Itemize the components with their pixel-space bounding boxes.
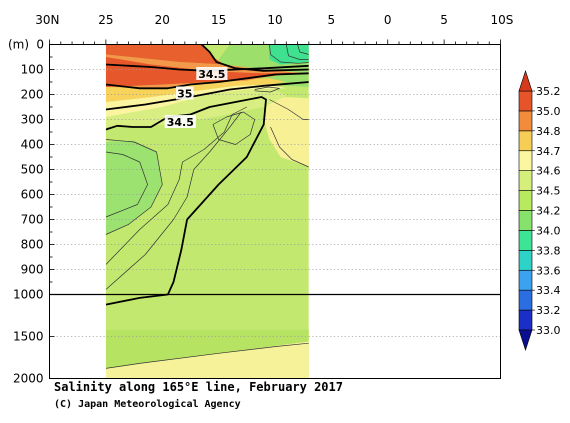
- y-tick-label-12: 2000: [13, 372, 44, 386]
- colorbar-label-3: 33.6: [536, 264, 561, 277]
- x-tick-label-8: 10S: [491, 13, 514, 27]
- colorbar-swatch-7: [518, 170, 533, 191]
- y-tick-label-5: 500: [21, 163, 44, 177]
- colorbar-swatch-6: [518, 190, 533, 211]
- x-tick-label-2: 20: [155, 13, 170, 27]
- contour-label-bg-2: [164, 115, 196, 128]
- x-tick-label-3: 15: [211, 13, 226, 27]
- y-tick-label-4: 400: [21, 138, 44, 152]
- y-axis-unit-label: (m): [8, 38, 29, 52]
- contour-line-10: [105, 139, 163, 235]
- y-tick-label-6: 600: [21, 188, 44, 202]
- depth-axis: 100 200 300 400 500 600 700 800 900 1000 1500 2000 0: [13, 38, 55, 386]
- contour-line-3: [105, 81, 309, 111]
- x-tick-label-7: 5: [440, 13, 448, 27]
- colorbar-swatch-10: [518, 110, 533, 132]
- colorbar-swatch-1: [518, 289, 533, 311]
- colorbar-label-11: 35.0: [536, 105, 561, 118]
- contour-label-2: 34.5: [167, 116, 194, 129]
- contour-line-15: [270, 126, 309, 168]
- colorbar-under-arrow: [518, 329, 533, 351]
- colorbar-over-arrow: [518, 70, 533, 92]
- contour-line-14: [269, 99, 309, 120]
- salinity-region-1: [105, 329, 309, 369]
- salinity-colorbar: 33.0 33.2 33.4 33.6 33.8 34.0 34.2 34.5 34.6 34.7…: [518, 70, 561, 351]
- colorbar-label-9: 34.7: [536, 145, 561, 158]
- contour-line-4: [201, 44, 309, 72]
- colorbar-swatch-8: [518, 150, 533, 171]
- y-tick-label-7: 700: [21, 213, 44, 227]
- x-tick-label-0: 30N: [35, 13, 59, 27]
- contour-label-bg-1: [176, 86, 194, 100]
- colorbar-label-1: 33.2: [536, 304, 561, 317]
- salinity-region-11: [105, 44, 225, 65]
- y-tick-label-0: 0: [36, 38, 44, 52]
- colorbar-swatch-2: [518, 269, 533, 291]
- colorbar-label-4: 33.8: [536, 244, 561, 257]
- latitude-axis: 30N 25 20 15 10 5 0 5 10S: [35, 13, 513, 45]
- y-tick-label-11: 1500: [13, 330, 44, 344]
- y-tick-label-10: 1000: [13, 288, 44, 302]
- contour-label-0: 34.5: [198, 68, 225, 81]
- contour-labels: 34.5 35 34.5: [164, 67, 228, 129]
- salinity-region-9: [105, 78, 287, 102]
- contour-line-6: [269, 44, 309, 64]
- contour-line-8: [297, 44, 309, 55]
- salinity-region-7: [105, 88, 287, 127]
- y-tick-label-2: 200: [21, 88, 44, 102]
- contour-line-16: [105, 342, 309, 369]
- colorbar-swatch-5: [518, 210, 533, 231]
- copyright-credit: (C) Japan Meteorological Agency: [54, 399, 241, 410]
- colorbar-label-0: 33.0: [536, 324, 561, 337]
- x-tick-label-1: 25: [98, 13, 113, 27]
- contour-line-7: [285, 44, 309, 60]
- x-tick-label-4: 10: [267, 13, 282, 27]
- y-tick-label-9: 900: [21, 263, 44, 277]
- contour-line-0: [105, 96, 267, 306]
- colorbar-swatch-4: [518, 230, 533, 251]
- colorbar-label-5: 34.0: [536, 224, 561, 237]
- colorbar-label-7: 34.5: [536, 185, 561, 198]
- salinity-region-3: [263, 97, 309, 167]
- contour-label-1: 35: [177, 88, 192, 101]
- salinity-region-6: [269, 44, 309, 65]
- colorbar-swatch-3: [518, 250, 533, 271]
- colorbar-label-2: 33.4: [536, 284, 561, 297]
- colorbar-swatch-11: [518, 90, 533, 112]
- colorbar-swatch-0: [518, 309, 533, 331]
- chart-title: Salinity along 165°E line, February 2017: [54, 380, 343, 394]
- contour-label-bg-0: [196, 67, 228, 80]
- y-tick-label-1: 100: [21, 63, 44, 77]
- colorbar-label-12: 35.2: [536, 85, 561, 98]
- salinity-region-8: [105, 84, 287, 117]
- contour-line-12: [105, 106, 247, 265]
- salinity-region-2: [105, 341, 309, 379]
- colorbar-label-6: 34.2: [536, 205, 561, 218]
- contour-line-13: [105, 111, 242, 290]
- x-tick-label-5: 5: [328, 13, 336, 27]
- colorbar-label-8: 34.6: [536, 165, 561, 178]
- contour-line-1: [105, 72, 309, 90]
- colorbar-label-10: 34.8: [536, 125, 561, 138]
- x-tick-label-6: 0: [384, 13, 392, 27]
- contour-line-5: [254, 86, 280, 93]
- y-tick-label-3: 300: [21, 113, 44, 127]
- y-tick-label-8: 800: [21, 238, 44, 252]
- colorbar-swatch-9: [518, 130, 533, 152]
- contour-line-11: [105, 151, 148, 218]
- contour-line-9: [212, 111, 256, 145]
